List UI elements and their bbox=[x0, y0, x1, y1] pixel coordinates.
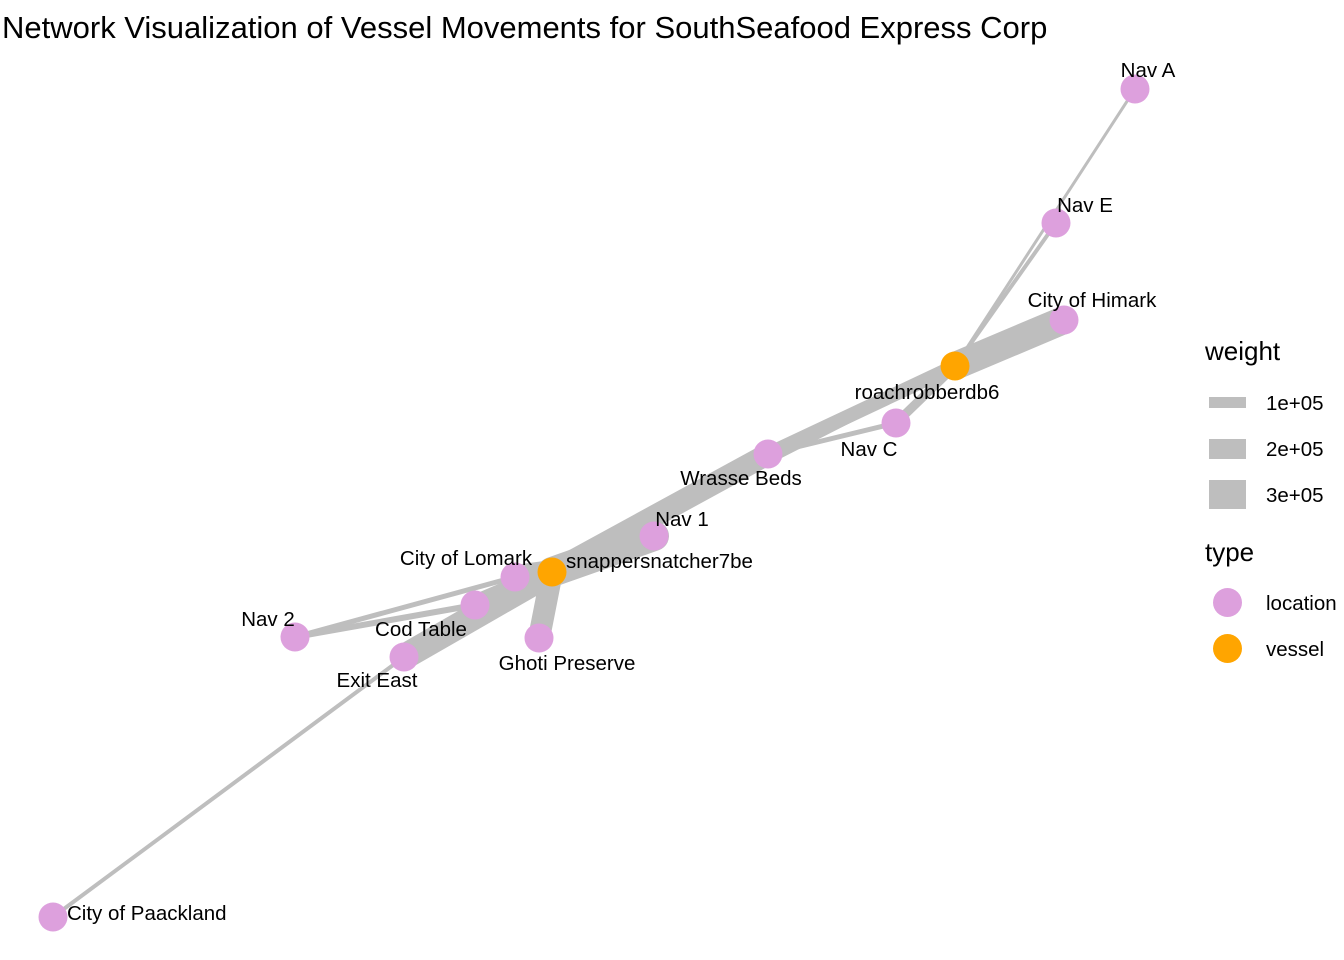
edge-city-lomark-nav-2 bbox=[292, 574, 518, 640]
node-label-cod-table: Cod Table bbox=[375, 618, 467, 641]
legend-type-vessel-dot bbox=[1213, 634, 1242, 663]
node-nav-e bbox=[1041, 208, 1071, 238]
legend-type-title: type bbox=[1205, 537, 1255, 567]
legend-weight-key-1 bbox=[1209, 397, 1246, 408]
node-label-nav-c: Nav C bbox=[841, 438, 898, 461]
legend-weight-key-3 bbox=[1209, 480, 1246, 509]
legend-type-location-label: location bbox=[1266, 592, 1337, 615]
node-nav-1 bbox=[639, 521, 669, 551]
node-label-nav-a: Nav A bbox=[1121, 59, 1176, 82]
node-exit-east bbox=[389, 642, 419, 672]
node-ghoti bbox=[524, 623, 554, 653]
legend-weight-title: weight bbox=[1205, 336, 1281, 366]
node-label-city-lomark: City of Lomark bbox=[400, 547, 533, 570]
node-label-ghoti: Ghoti Preserve bbox=[499, 652, 636, 675]
node-label-nav-e: Nav E bbox=[1057, 194, 1113, 217]
node-nav-c bbox=[881, 408, 911, 438]
node-cod-table bbox=[460, 590, 490, 620]
node-label-city-paackland: City of Paackland bbox=[67, 902, 227, 925]
node-label-city-himark: City of Himark bbox=[1028, 289, 1157, 312]
node-label-nav-2: Nav 2 bbox=[241, 608, 295, 631]
node-snapper bbox=[537, 557, 567, 587]
node-city-himark bbox=[1049, 305, 1079, 335]
edge-layer bbox=[51, 87, 1137, 919]
legend-weight-label-1: 1e+05 bbox=[1266, 392, 1324, 415]
node-city-lomark bbox=[500, 562, 530, 592]
node-roachrobber bbox=[940, 351, 970, 381]
node-wrasse-beds bbox=[753, 439, 783, 469]
node-nav-a bbox=[1120, 74, 1150, 104]
node-label-roachrobber: roachrobberdb6 bbox=[855, 381, 1000, 404]
plot-title: Network Visualization of Vessel Movement… bbox=[2, 10, 1048, 45]
node-label-snapper: snappersnatcher7be bbox=[566, 550, 753, 573]
node-label-exit-east: Exit East bbox=[337, 669, 418, 692]
legend-weight-label-2: 2e+05 bbox=[1266, 438, 1324, 461]
legend-weight-key-2 bbox=[1209, 439, 1246, 459]
node-label-nav-1: Nav 1 bbox=[655, 508, 709, 531]
edge-cod-table-exit-east bbox=[399, 600, 480, 662]
edge-roachrobber-nav-e bbox=[953, 221, 1058, 368]
node-city-paackland bbox=[38, 902, 68, 932]
edge-snapper-nav-1 bbox=[537, 521, 669, 587]
legend-weight-label-3: 3e+05 bbox=[1266, 484, 1324, 507]
node-label-wrasse-beds: Wrasse Beds bbox=[680, 467, 802, 490]
node-nav-2 bbox=[280, 622, 310, 652]
edge-roachrobber-city-himark bbox=[941, 306, 1078, 380]
legend-type-location-dot bbox=[1213, 588, 1242, 617]
legend-type-vessel-label: vessel bbox=[1266, 638, 1325, 661]
label-layer: Nav A Nav E City of Himark roachrobberdb6 Na… bbox=[67, 59, 1176, 925]
edge-cod-table-nav-2 bbox=[292, 602, 478, 640]
edge-exit-east-city-paackland bbox=[51, 655, 406, 919]
node-layer bbox=[38, 74, 1150, 932]
